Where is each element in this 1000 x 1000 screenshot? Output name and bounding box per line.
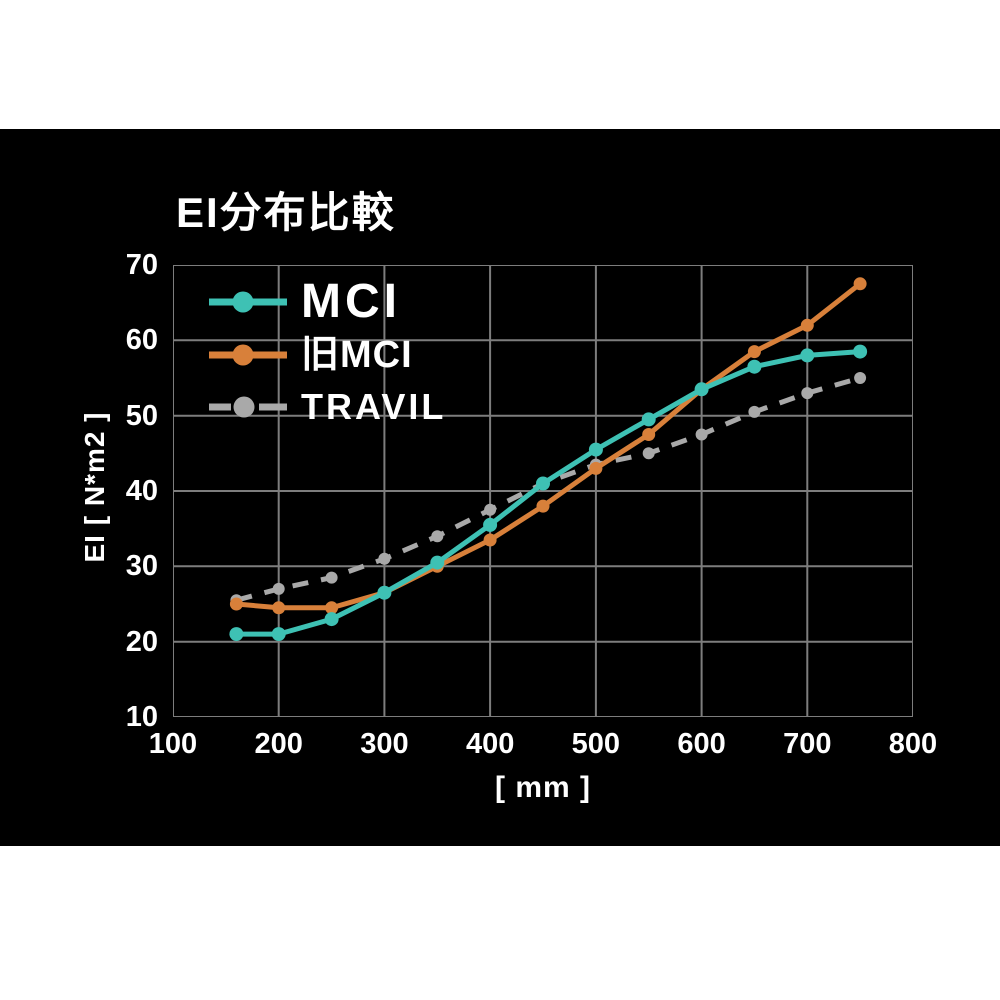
x-tick-label: 500 [571,728,621,760]
legend-item-old-mci: 旧MCI [207,336,413,374]
plot-area [173,265,913,717]
chart-title: EI分布比較 [176,189,396,236]
y-axis-label: EI [ N*m2 ] [79,411,110,563]
x-tick-label: 600 [677,728,726,760]
travil-line-sample-icon [209,396,287,418]
x-tick-label: 100 [148,728,198,760]
y-tick-label: 60 [125,324,158,357]
y-tick-label: 20 [125,625,158,658]
chart-background: EI分布比較 70 60 50 40 30 20 10 100 200 300 400 500 600… [0,129,1000,846]
y-tick-label: 10 [125,701,158,733]
old-mci-line-sample-icon [209,344,287,366]
y-tick-label: 40 [125,475,158,507]
y-tick-label: 50 [125,399,158,432]
y-tick-label: 70 [125,249,158,281]
legend-item-mci: MCI [207,278,401,326]
x-tick-label: 200 [254,728,303,760]
legend-label-mci: MCI [301,275,401,328]
legend-label-old-mci: 旧MCI [301,334,413,376]
x-tick-label: 400 [465,728,515,760]
x-tick-label: 800 [888,728,938,760]
x-axis-label: [ mm ] [495,771,591,804]
y-tick-label: 30 [125,550,158,583]
x-tick-label: 700 [783,728,832,760]
legend-label-travil: TRAVIL [301,386,447,427]
legend-item-travil: TRAVIL [207,389,446,425]
x-tick-label: 300 [360,728,409,760]
mci-line-sample-icon [209,291,287,313]
